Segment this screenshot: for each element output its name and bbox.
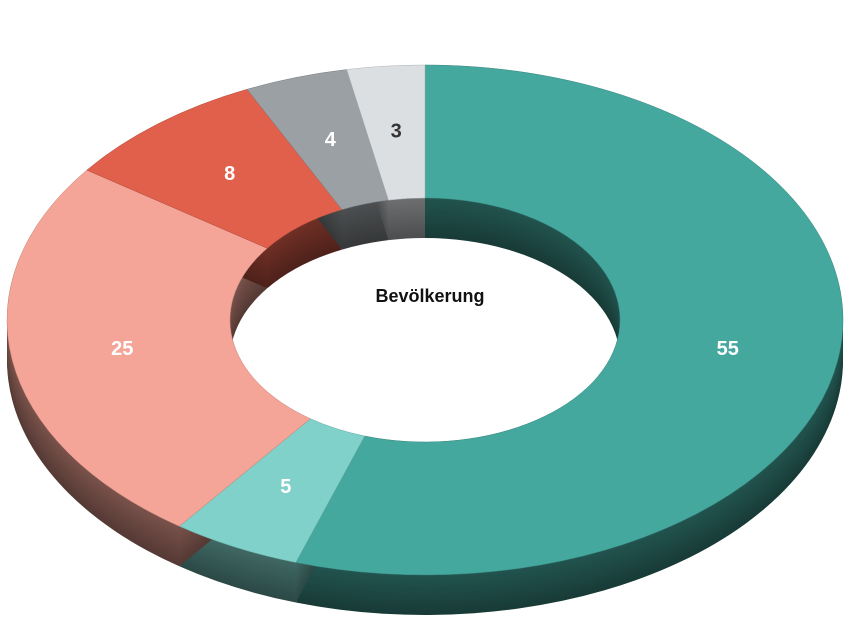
center-label: Bevölkerung	[375, 286, 484, 306]
data-label: 4	[325, 129, 337, 151]
segment	[346, 64, 426, 201]
segment	[295, 64, 844, 576]
data-label: 8	[224, 163, 235, 185]
data-label: 5	[280, 476, 291, 498]
data-label: 55	[717, 338, 739, 360]
tops	[6, 64, 844, 576]
segment	[6, 169, 311, 527]
data-label: 3	[391, 121, 402, 143]
data-label: 25	[111, 338, 133, 360]
